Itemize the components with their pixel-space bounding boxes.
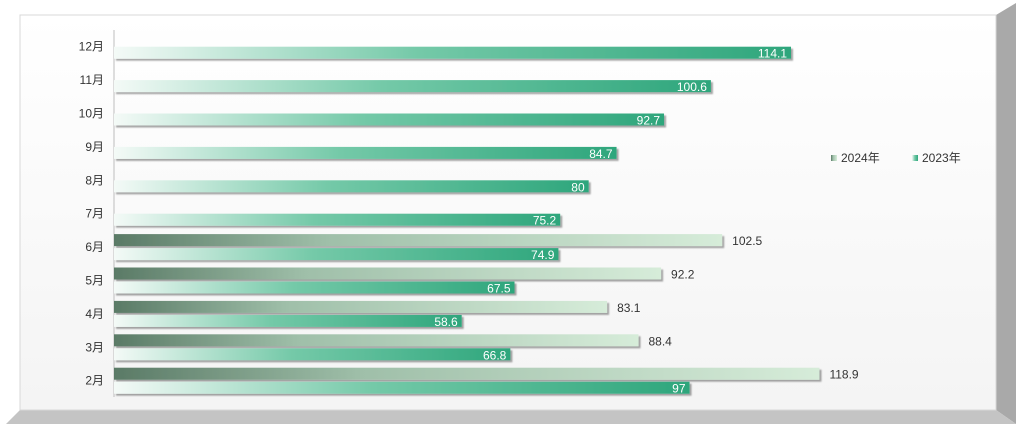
category-tick-label: 3月 xyxy=(85,340,104,354)
legend-swatch xyxy=(912,155,918,161)
bar-2023年 xyxy=(114,248,559,261)
category-tick-label: 11月 xyxy=(80,73,104,87)
bar-2024年 xyxy=(114,267,662,280)
legend-swatch xyxy=(831,155,837,161)
data-label: 83.1 xyxy=(617,301,641,315)
bar-2023年 xyxy=(114,146,617,159)
bar-2023年 xyxy=(114,180,589,193)
frame-right-side xyxy=(996,3,1016,424)
category-tick-label: 4月 xyxy=(85,307,104,321)
data-label: 92.7 xyxy=(637,114,661,128)
bar-2023年 xyxy=(114,80,711,93)
data-label: 100.6 xyxy=(677,80,707,94)
legend: 2024年 2023年 xyxy=(831,151,961,165)
data-label: 97 xyxy=(672,382,686,396)
category-tick-label: 7月 xyxy=(85,207,104,221)
category-tick-label: 6月 xyxy=(85,240,104,254)
bar-2024年 xyxy=(114,334,639,347)
data-label: 74.9 xyxy=(531,248,555,262)
data-label: 118.9 xyxy=(829,368,858,382)
category-tick-label: 5月 xyxy=(85,274,104,288)
bar-2023年 xyxy=(114,46,791,59)
category-tick-label: 9月 xyxy=(85,140,104,154)
frame-bottom-side xyxy=(6,410,1016,424)
data-label: 92.2 xyxy=(671,268,695,282)
data-label: 75.2 xyxy=(533,214,557,228)
data-label: 80 xyxy=(571,180,585,194)
bar-2023年 xyxy=(114,113,665,126)
data-label: 114.1 xyxy=(758,47,787,61)
data-label: 88.4 xyxy=(649,334,673,348)
data-label: 58.6 xyxy=(434,315,458,329)
data-label: 66.8 xyxy=(483,348,507,362)
data-labels: 118.9 97 88.4 66.8 83.1 58.6 92.2 67.5 102.5 74.9… xyxy=(434,47,859,396)
bar-2023年 xyxy=(114,281,515,294)
legend-label: 2024年 xyxy=(841,151,880,165)
category-tick-label: 10月 xyxy=(79,107,104,121)
bar-2023年 xyxy=(114,213,561,226)
category-tick-label: 2月 xyxy=(85,374,104,388)
bar-2023年 xyxy=(114,381,690,394)
category-tick-label: 12月 xyxy=(79,40,104,54)
bars xyxy=(114,46,820,394)
data-label: 67.5 xyxy=(487,282,511,296)
data-label: 84.7 xyxy=(589,147,613,161)
data-label: 102.5 xyxy=(732,234,762,248)
bar-2023年 xyxy=(114,348,511,361)
bar-2024年 xyxy=(114,300,608,313)
chart-frame xyxy=(6,3,1016,424)
category-tick-label: 8月 xyxy=(85,173,104,187)
legend-label: 2023年 xyxy=(922,151,961,165)
bar-2023年 xyxy=(114,314,462,327)
bar-2024年 xyxy=(114,234,723,247)
bar-2024年 xyxy=(114,367,820,380)
category-axis-ticks: 2月 3月 4月 5月 6月 7月 8月 9月 10月 11月 12月 xyxy=(79,40,104,388)
